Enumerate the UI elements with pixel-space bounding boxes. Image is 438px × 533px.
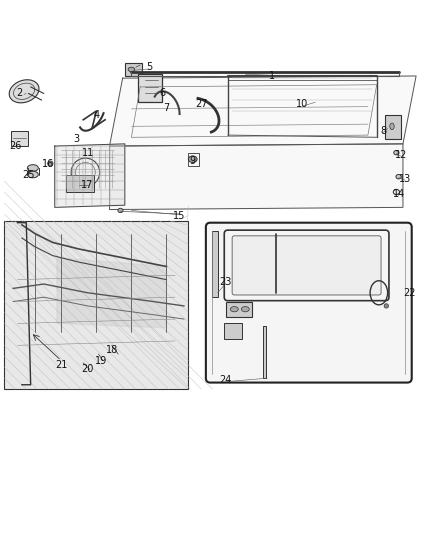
Bar: [212, 231, 218, 297]
FancyBboxPatch shape: [232, 236, 381, 295]
Ellipse shape: [230, 306, 238, 312]
Polygon shape: [55, 144, 125, 207]
Ellipse shape: [390, 123, 394, 130]
Text: 5: 5: [146, 62, 152, 72]
Text: 9: 9: [190, 156, 196, 166]
Text: 24: 24: [219, 375, 232, 385]
Text: 20: 20: [81, 365, 94, 374]
Text: 27: 27: [195, 100, 208, 109]
Polygon shape: [110, 144, 403, 209]
Ellipse shape: [48, 161, 53, 166]
Text: 8: 8: [380, 126, 386, 136]
Text: 16: 16: [42, 159, 54, 168]
Text: 25: 25: [22, 169, 35, 180]
Text: 21: 21: [55, 360, 67, 370]
Ellipse shape: [9, 80, 39, 103]
Bar: [226, 302, 252, 317]
Ellipse shape: [384, 304, 389, 308]
Bar: [188, 152, 199, 166]
Text: 23: 23: [219, 277, 232, 287]
FancyBboxPatch shape: [206, 223, 412, 383]
Bar: [66, 174, 94, 192]
Bar: [385, 115, 401, 140]
Text: 13: 13: [399, 174, 411, 184]
Polygon shape: [110, 76, 416, 146]
Text: 2: 2: [17, 88, 23, 99]
Ellipse shape: [394, 150, 399, 155]
Bar: [138, 74, 162, 102]
Ellipse shape: [241, 306, 249, 312]
Text: 26: 26: [9, 141, 21, 151]
Bar: [4, 221, 188, 389]
Ellipse shape: [396, 174, 401, 179]
Text: 15: 15: [173, 211, 186, 221]
Ellipse shape: [118, 208, 123, 213]
Text: 14: 14: [392, 189, 405, 199]
Text: 1: 1: [268, 71, 275, 81]
Bar: [11, 131, 28, 146]
Polygon shape: [57, 258, 166, 328]
Text: 3: 3: [74, 134, 80, 144]
Bar: [224, 324, 242, 339]
Text: 19: 19: [95, 356, 107, 366]
Text: 22: 22: [403, 288, 416, 298]
Text: 4: 4: [93, 110, 99, 120]
Bar: [125, 63, 142, 76]
Ellipse shape: [27, 171, 39, 178]
Text: 17: 17: [81, 181, 94, 190]
Ellipse shape: [128, 67, 135, 71]
Text: 12: 12: [395, 150, 407, 160]
Text: 7: 7: [163, 103, 170, 113]
Ellipse shape: [188, 156, 197, 163]
Bar: [263, 326, 266, 378]
Ellipse shape: [27, 165, 39, 171]
Text: 18: 18: [106, 345, 118, 355]
Text: 10: 10: [296, 100, 308, 109]
Text: 6: 6: [159, 88, 165, 99]
Text: 11: 11: [81, 148, 94, 158]
